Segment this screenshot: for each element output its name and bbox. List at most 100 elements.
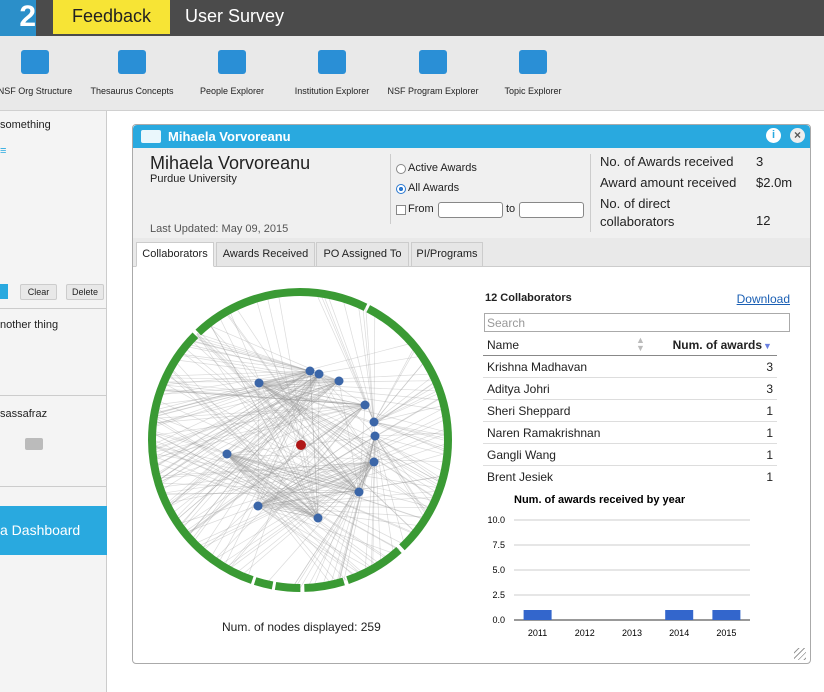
edge bbox=[166, 461, 375, 504]
toolbar-icon[interactable] bbox=[118, 50, 146, 74]
node[interactable] bbox=[334, 376, 344, 386]
edge bbox=[226, 453, 400, 550]
checkbox[interactable] bbox=[396, 205, 406, 215]
clear-button[interactable]: Clear bbox=[20, 284, 57, 300]
toolbar-label[interactable]: Institution Explorer bbox=[294, 86, 370, 96]
edge bbox=[235, 306, 360, 493]
toolbar-label[interactable]: Topic Explorer bbox=[504, 86, 562, 96]
dashboard-button[interactable]: a Dashboard bbox=[0, 506, 107, 555]
toolbar-label[interactable]: Thesaurus Concepts bbox=[90, 86, 174, 96]
download-link[interactable]: Download bbox=[736, 292, 790, 306]
from-input[interactable] bbox=[438, 202, 503, 218]
blue-button[interactable] bbox=[0, 284, 8, 299]
collaborator-name[interactable]: Krishna Madhavan bbox=[487, 360, 588, 374]
award-count: 3 bbox=[766, 382, 773, 396]
delete-button[interactable]: Delete bbox=[66, 284, 104, 300]
collaborator-name[interactable]: Brent Jesiek bbox=[487, 470, 554, 481]
close-button[interactable]: × bbox=[790, 128, 805, 143]
edge bbox=[153, 415, 360, 493]
edge bbox=[197, 333, 360, 493]
edge bbox=[213, 461, 375, 561]
edge bbox=[180, 404, 366, 528]
info-button[interactable]: i bbox=[766, 128, 781, 143]
edge bbox=[178, 461, 375, 525]
node[interactable] bbox=[370, 431, 380, 441]
toolbar-icon[interactable] bbox=[318, 50, 346, 74]
node[interactable] bbox=[305, 366, 315, 376]
collaborator-name[interactable]: Naren Ramakrishnan bbox=[487, 426, 601, 440]
edge bbox=[166, 370, 311, 377]
node[interactable] bbox=[360, 400, 370, 410]
edge bbox=[159, 380, 340, 395]
search-input[interactable]: Search bbox=[484, 313, 790, 332]
survey-tab[interactable]: User Survey bbox=[185, 6, 285, 26]
stat-value: 12 bbox=[756, 213, 771, 228]
stat-value: $2.0m bbox=[756, 175, 793, 190]
edge bbox=[201, 373, 320, 551]
note: nother thing bbox=[0, 319, 59, 331]
toolbar-label[interactable]: People Explorer bbox=[199, 86, 265, 96]
edge bbox=[374, 435, 428, 517]
toolbar-icon[interactable] bbox=[519, 50, 547, 74]
resize-handle[interactable] bbox=[794, 648, 806, 660]
edge bbox=[157, 373, 320, 482]
toolbar-icon[interactable] bbox=[21, 50, 49, 74]
edge bbox=[374, 435, 448, 456]
edge bbox=[178, 373, 320, 526]
from-label: From bbox=[408, 203, 434, 215]
edge bbox=[187, 373, 320, 537]
focus-node[interactable] bbox=[296, 440, 306, 450]
column-header[interactable]: Num. of awards bbox=[672, 338, 762, 352]
node[interactable] bbox=[313, 513, 323, 523]
toolbar-icon[interactable] bbox=[218, 50, 246, 74]
edge bbox=[165, 377, 340, 382]
edge bbox=[257, 382, 260, 507]
node[interactable] bbox=[369, 457, 379, 467]
tab[interactable]: PO Assigned To bbox=[316, 242, 409, 267]
toolbar-label[interactable]: NSF Program Explorer bbox=[387, 86, 479, 96]
collaborator-name[interactable]: Sheri Sheppard bbox=[487, 404, 571, 418]
edge bbox=[156, 461, 375, 479]
tab[interactable]: Awards Received bbox=[216, 242, 315, 267]
node[interactable] bbox=[253, 501, 263, 511]
node[interactable] bbox=[354, 487, 364, 497]
note-icon[interactable] bbox=[25, 438, 43, 450]
to-input[interactable] bbox=[519, 202, 584, 218]
column-header[interactable]: Name bbox=[487, 338, 520, 352]
toolbar-label[interactable]: NSF Org Structure bbox=[0, 86, 73, 96]
divider bbox=[0, 308, 106, 309]
collaborator-name[interactable]: Gangli Wang bbox=[487, 448, 556, 462]
edge bbox=[152, 455, 319, 519]
edge bbox=[157, 399, 360, 493]
edge bbox=[255, 298, 319, 519]
edge bbox=[338, 380, 360, 493]
award-count: 1 bbox=[766, 404, 773, 418]
divider bbox=[390, 154, 391, 224]
feedback-tab[interactable]: Feedback bbox=[53, 0, 170, 34]
radio[interactable] bbox=[396, 184, 406, 194]
node[interactable] bbox=[369, 417, 379, 427]
edge bbox=[258, 382, 416, 533]
sidebar-item[interactable]: something bbox=[0, 119, 51, 131]
edge bbox=[175, 380, 340, 521]
edge bbox=[365, 307, 375, 423]
edge bbox=[151, 445, 319, 519]
network-graph bbox=[148, 288, 452, 592]
edge bbox=[184, 404, 366, 533]
edge bbox=[162, 491, 360, 495]
node[interactable] bbox=[254, 378, 264, 388]
edge bbox=[292, 461, 375, 588]
edge bbox=[265, 461, 375, 585]
node[interactable] bbox=[314, 369, 324, 379]
tab[interactable]: Collaborators bbox=[136, 242, 214, 267]
edge bbox=[154, 370, 311, 468]
tab[interactable]: PI/Programs bbox=[411, 242, 483, 267]
node[interactable] bbox=[222, 449, 232, 459]
edge bbox=[373, 421, 449, 442]
toolbar-icon[interactable] bbox=[419, 50, 447, 74]
radio[interactable] bbox=[396, 164, 406, 174]
edge bbox=[373, 312, 376, 423]
panel-title: Mihaela Vorvoreanu bbox=[168, 129, 291, 144]
edge bbox=[163, 381, 366, 406]
collaborator-name[interactable]: Aditya Johri bbox=[487, 382, 550, 396]
